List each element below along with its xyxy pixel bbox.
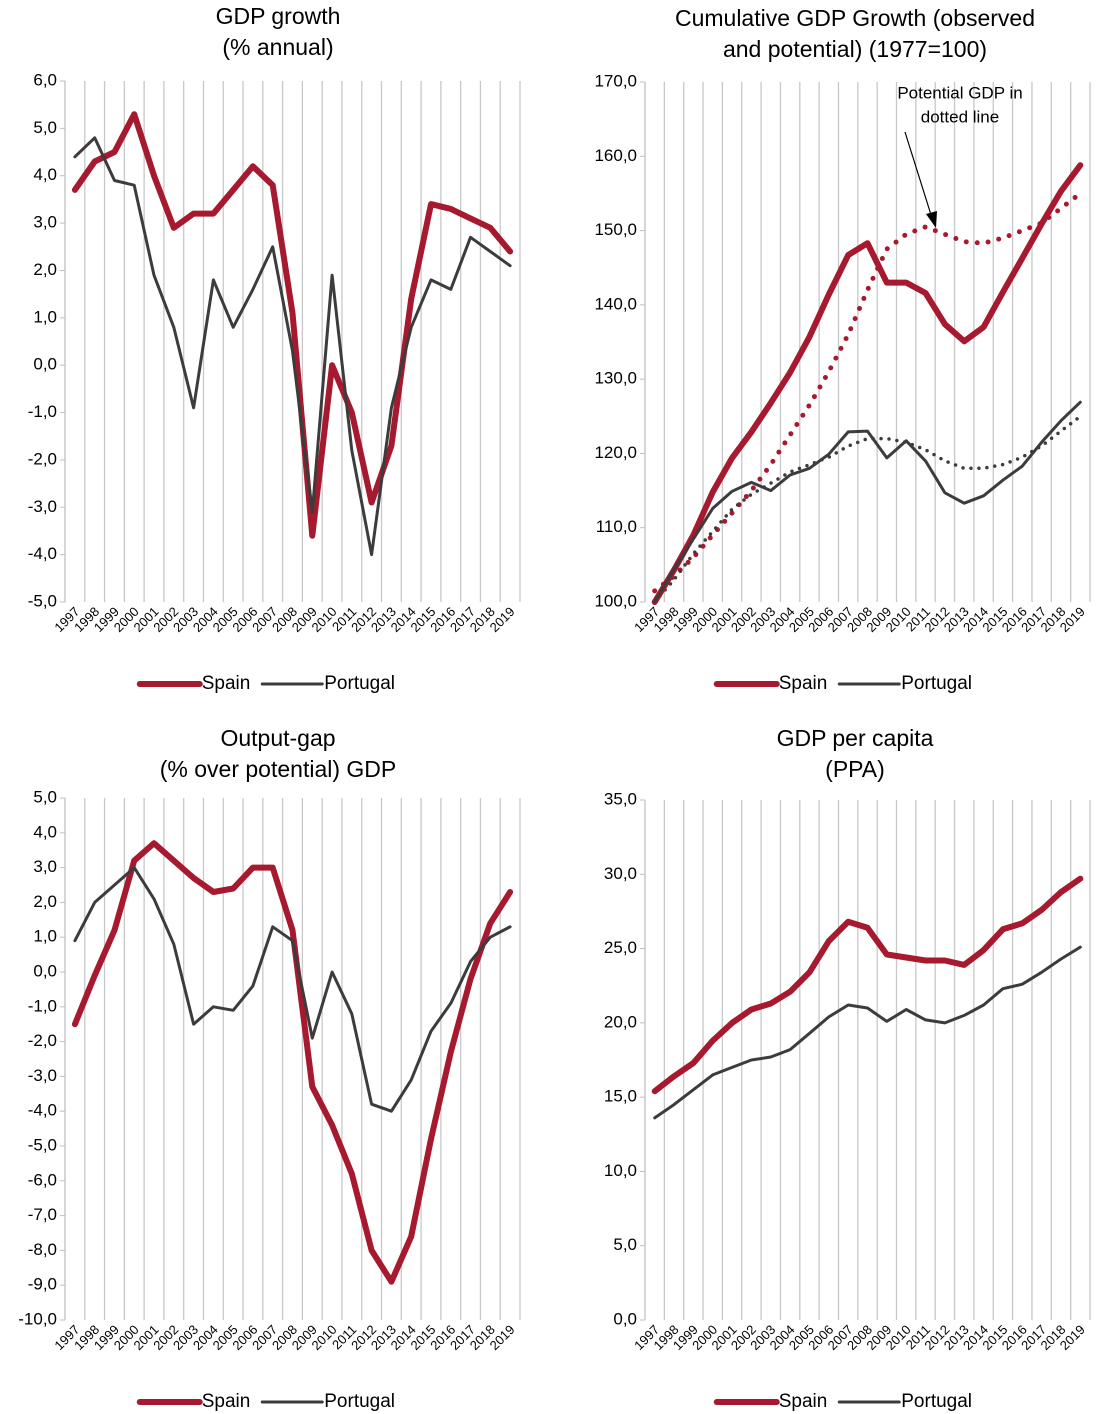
dotted-line (652, 414, 1083, 604)
series-line (71, 111, 514, 539)
y-tick-label: -6,0 (28, 1170, 57, 1189)
series-line (71, 840, 514, 1285)
y-tick-label: 25,0 (604, 938, 637, 957)
y-tick-label: 15,0 (604, 1087, 637, 1106)
chart-title: and potential) (1977=100) (723, 36, 987, 62)
y-tick-label: 4,0 (33, 822, 57, 841)
y-tick-label: 5,0 (613, 1235, 637, 1254)
y-tick-label: 150,0 (594, 220, 637, 239)
y-tick-label: -4,0 (28, 544, 57, 563)
y-tick-label: -3,0 (28, 497, 57, 516)
chart-title: (% annual) (222, 34, 333, 60)
y-tick-label: -4,0 (28, 1101, 57, 1120)
y-tick-label: 35,0 (604, 789, 637, 808)
y-tick-label: -8,0 (28, 1240, 57, 1259)
annotation-arrow (904, 131, 933, 219)
y-tick-label: 20,0 (604, 1012, 637, 1031)
y-tick-label: 2,0 (33, 260, 57, 279)
y-tick-label: 3,0 (33, 213, 57, 232)
legend-label: Portugal (324, 673, 395, 694)
y-tick-label: 140,0 (594, 294, 637, 313)
y-tick-label: 100,0 (594, 591, 637, 610)
legend-label: Spain (202, 673, 251, 694)
y-tick-label: 130,0 (594, 369, 637, 388)
y-tick-label: 6,0 (33, 70, 57, 89)
series-line (653, 945, 1082, 1120)
y-tick-label: 0,0 (33, 961, 57, 980)
series-line (651, 162, 1084, 605)
y-tick-label: 3,0 (33, 857, 57, 876)
chart-title: (PPA) (825, 756, 885, 782)
y-tick-label: 10,0 (604, 1161, 637, 1180)
y-tick-label: -5,0 (28, 591, 57, 610)
y-tick-label: 2,0 (33, 892, 57, 911)
legend-label: Portugal (324, 1391, 395, 1412)
y-tick-label: -3,0 (28, 1066, 57, 1085)
y-tick-label: -9,0 (28, 1275, 57, 1294)
arrow-head (926, 211, 937, 228)
legend-label: Portugal (901, 1391, 972, 1412)
legend-label: Portugal (901, 673, 972, 694)
y-tick-label: -1,0 (28, 402, 57, 421)
annotation: Potential GDP in (897, 83, 1022, 102)
series-line (73, 136, 512, 557)
y-tick-label: 0,0 (613, 1309, 637, 1328)
y-tick-label: 0,0 (33, 355, 57, 374)
y-tick-label: -5,0 (28, 1135, 57, 1154)
chart-title: GDP per capita (777, 725, 934, 751)
y-tick-label: 120,0 (594, 443, 637, 462)
y-tick-label: -10,0 (18, 1309, 57, 1328)
chart-title: GDP growth (216, 3, 341, 29)
y-tick-label: 1,0 (33, 307, 57, 326)
y-tick-label: 5,0 (33, 118, 57, 137)
y-tick-label: 1,0 (33, 927, 57, 946)
y-tick-label: -1,0 (28, 996, 57, 1015)
y-tick-label: -2,0 (28, 1031, 57, 1050)
y-tick-label: 5,0 (33, 787, 57, 806)
y-tick-label: 4,0 (33, 165, 57, 184)
y-tick-label: 170,0 (594, 71, 637, 90)
annotation: dotted line (921, 107, 999, 126)
y-tick-label: 110,0 (596, 517, 637, 536)
series-line (73, 866, 512, 1113)
legend-label: Spain (779, 673, 828, 694)
legend-label: Spain (202, 1391, 251, 1412)
chart-title: Cumulative GDP Growth (observed (675, 5, 1035, 31)
dotted-line (652, 190, 1083, 594)
chart-title: Output-gap (220, 725, 335, 751)
chart-title: (% over potential) GDP (160, 756, 396, 782)
y-tick-label: -2,0 (28, 449, 57, 468)
legend-label: Spain (779, 1391, 828, 1412)
series-line (653, 400, 1082, 604)
y-tick-label: -7,0 (28, 1205, 57, 1224)
y-tick-label: 30,0 (604, 864, 637, 883)
series-line (651, 875, 1084, 1095)
y-tick-label: 160,0 (594, 146, 637, 165)
